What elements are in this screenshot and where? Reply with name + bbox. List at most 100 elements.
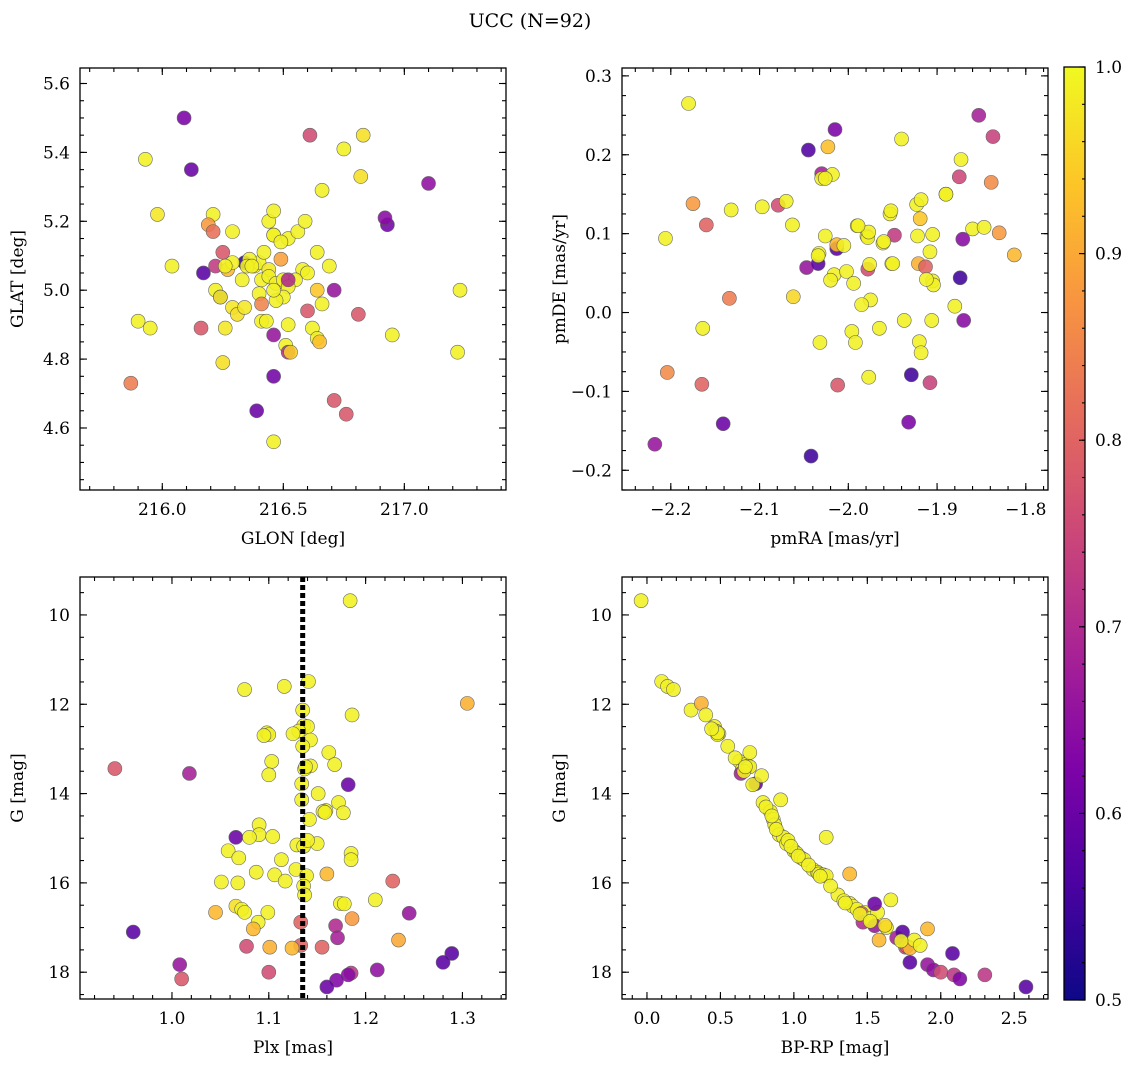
data-point [952, 971, 968, 987]
data-point [297, 213, 313, 229]
data-point [150, 207, 165, 222]
data-point [217, 320, 233, 336]
plot-frame [79, 576, 507, 1000]
data-point [265, 829, 280, 844]
data-point [985, 129, 1001, 144]
data-point [337, 896, 352, 912]
data-point [977, 967, 993, 983]
data-point [955, 231, 971, 247]
y-axis-label: pmDE [mas/yr] [550, 214, 570, 344]
data-point [249, 403, 264, 419]
scatter-panel-3: 1.0 1.1 1.2 1.3 10 12 14 16 18 Plx [mas] G [mag] [8, 576, 507, 1058]
x-axis-label: pmRA [mas/yr] [770, 529, 899, 549]
data-point [912, 938, 928, 953]
data-point [107, 761, 123, 776]
figure-title: UCC (N=92) [469, 10, 592, 32]
data-point [182, 766, 197, 781]
x-axis-label: GLON [deg] [241, 529, 345, 549]
data-point [123, 375, 139, 391]
data-point [783, 838, 799, 854]
data-point [647, 436, 663, 452]
data-point [256, 245, 272, 260]
y-tick-label: 5.2 [43, 212, 70, 232]
data-point [722, 291, 737, 306]
x-ticks: 1.0 1.1 1.2 1.3 [93, 577, 502, 1029]
data-point [274, 852, 289, 867]
data-point [1006, 247, 1022, 263]
data-point [919, 272, 934, 287]
data-point [336, 805, 351, 821]
data-point [228, 830, 244, 845]
data-point [699, 217, 714, 233]
data-point [658, 231, 673, 246]
data-point [283, 344, 298, 360]
data-point [861, 369, 877, 385]
data-point [912, 211, 928, 226]
y-tick-label: 18 [590, 963, 612, 983]
data-point [848, 335, 863, 350]
y-tick-label: 10 [48, 606, 70, 626]
data-point [817, 228, 833, 244]
data-point [894, 131, 909, 147]
data-point [723, 202, 739, 218]
data-point [330, 930, 345, 946]
data-point [773, 792, 788, 808]
data-point [778, 194, 794, 209]
data-point [340, 777, 356, 792]
data-point [385, 873, 401, 889]
data-point [260, 905, 276, 920]
data-point [976, 220, 992, 235]
data-point [351, 307, 366, 322]
data-points [107, 593, 475, 995]
data-point [261, 964, 277, 980]
data-point [823, 878, 838, 894]
data-point [310, 786, 326, 801]
data-point [328, 918, 343, 934]
data-point [1018, 979, 1034, 995]
data-point [353, 169, 369, 184]
data-point [225, 224, 240, 239]
data-point [910, 228, 925, 244]
colorbar-tick-label: 0.9 [1095, 245, 1122, 265]
data-point [945, 946, 960, 961]
data-point [727, 750, 743, 766]
data-point [837, 895, 853, 911]
data-point [290, 224, 306, 239]
data-point [818, 830, 834, 845]
data-point [266, 327, 281, 343]
data-point [280, 272, 296, 288]
data-point [244, 258, 260, 274]
data-point [391, 932, 406, 948]
y-tick-label: −0.2 [571, 461, 612, 481]
data-point [309, 245, 325, 260]
data-point [276, 679, 292, 694]
y-tick-label: 14 [590, 785, 612, 805]
y-axis-label: G [mag] [8, 753, 28, 822]
y-ticks: 10 12 14 16 18 [48, 592, 506, 996]
data-point [326, 393, 342, 408]
x-axis-label: Plx [mas] [253, 1038, 333, 1058]
data-point [300, 303, 315, 319]
y-tick-label: 4.6 [43, 419, 70, 439]
data-point [850, 218, 866, 234]
data-point [666, 682, 681, 697]
data-point [421, 176, 436, 191]
plot-frame [621, 67, 1049, 491]
data-point [217, 258, 233, 274]
data-points [633, 593, 1034, 995]
data-point [401, 905, 417, 921]
x-tick-label: 1.0 [780, 1009, 807, 1029]
x-tick-label: 217.0 [380, 500, 429, 520]
x-axis-label: BP-RP [mag] [781, 1038, 890, 1058]
data-point [810, 248, 826, 264]
data-point [854, 297, 869, 312]
x-tick-label: −1.9 [916, 500, 957, 520]
data-point [237, 682, 252, 697]
data-point [338, 406, 354, 422]
data-point [876, 234, 892, 249]
data-point [277, 873, 293, 889]
colorbar: 0.5 0.6 0.7 0.8 0.9 1.0 [1063, 58, 1122, 1011]
data-point [367, 892, 383, 908]
data-point [262, 939, 278, 955]
